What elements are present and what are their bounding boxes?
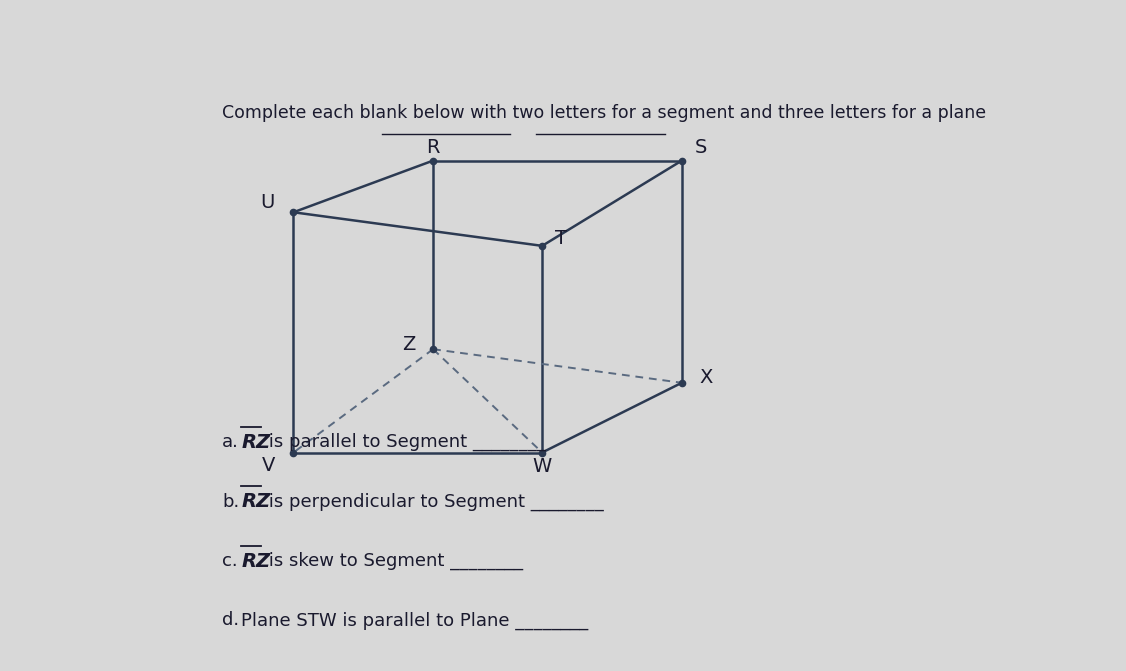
Text: Plane STW is parallel to Plane ________: Plane STW is parallel to Plane ________ xyxy=(241,611,589,629)
Text: RZ: RZ xyxy=(241,552,270,570)
Text: RZ: RZ xyxy=(241,492,270,511)
Text: Complete each blank below with two letters for a segment and three letters for a: Complete each blank below with two lette… xyxy=(222,104,986,121)
Text: R: R xyxy=(427,138,440,157)
Text: RZ: RZ xyxy=(241,433,270,452)
Text: U: U xyxy=(260,193,275,213)
Text: W: W xyxy=(533,458,552,476)
Text: is skew to Segment ________: is skew to Segment ________ xyxy=(263,552,524,570)
Text: V: V xyxy=(262,456,276,475)
Text: is perpendicular to Segment ________: is perpendicular to Segment ________ xyxy=(263,493,604,511)
Text: Z: Z xyxy=(402,335,415,354)
Text: a.: a. xyxy=(222,433,239,451)
Text: d.: d. xyxy=(222,611,239,629)
Text: T: T xyxy=(555,229,568,248)
Text: is parallel to Segment ________: is parallel to Segment ________ xyxy=(263,433,546,452)
Text: S: S xyxy=(695,138,707,157)
Text: b.: b. xyxy=(222,493,239,511)
Text: c.: c. xyxy=(222,552,238,570)
Text: X: X xyxy=(699,368,713,387)
